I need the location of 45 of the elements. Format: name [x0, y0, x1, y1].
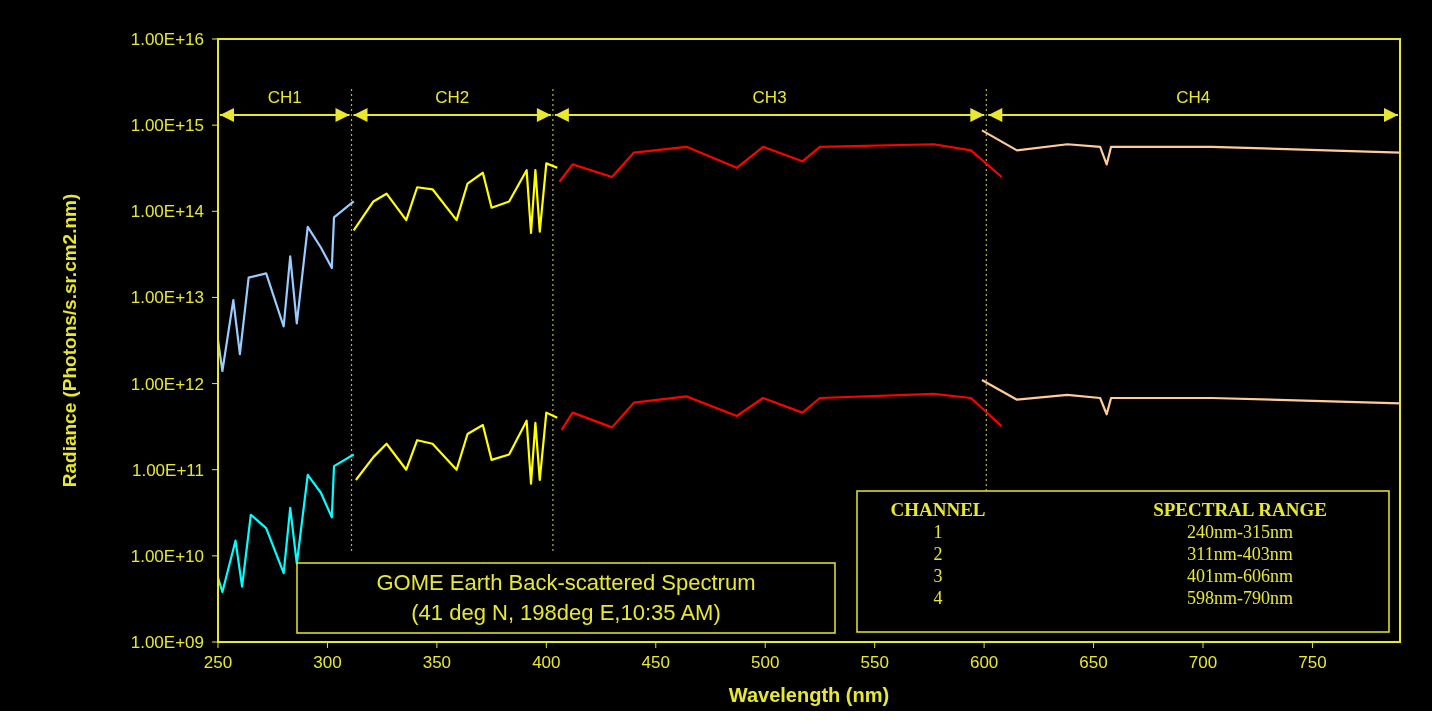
line-series	[980, 129, 1402, 166]
x-tick-label: 750	[1298, 653, 1327, 672]
x-tick-label: 400	[532, 653, 561, 672]
line-series	[354, 411, 559, 485]
x-tick-label: 250	[203, 653, 233, 672]
x-tick-label: 550	[860, 653, 889, 672]
line-series	[216, 200, 355, 373]
annotation: CH3	[752, 88, 787, 107]
y-tick-label: 1.00E+10	[130, 546, 204, 566]
annotation: CHANNEL	[890, 499, 986, 520]
x-tick-label: 650	[1079, 653, 1108, 672]
annotation: 401nm-606nm	[1187, 566, 1293, 586]
x-tick-label: 350	[422, 653, 452, 672]
annotation: 3	[933, 566, 943, 586]
annotation: 2	[933, 544, 943, 564]
annotation: CH2	[435, 88, 470, 107]
line-series	[980, 378, 1402, 416]
annotation: 311nm-403nm	[1187, 544, 1293, 564]
y-tick-label: 1.00E+13	[130, 288, 204, 308]
annotation: 240nm-315nm	[1187, 522, 1293, 542]
y-tick-label: 1.00E+16	[130, 29, 204, 49]
y-axis-title: Radiance (Photons/s.sr.cm2.nm)	[59, 193, 80, 488]
annotation: CH1	[267, 88, 302, 107]
annotation: 598nm-790nm	[1187, 588, 1293, 608]
y-tick-label: 1.00E+12	[130, 374, 204, 394]
x-axis-title: Wavelength (nm)	[728, 684, 890, 706]
annotation: 4	[933, 588, 943, 608]
annotation: 1	[933, 522, 943, 542]
annotation: CH4	[1176, 88, 1211, 107]
annotation: SPECTRAL RANGE	[1153, 499, 1327, 520]
annotation: (41 deg N, 198deg E,10:35 AM)	[411, 600, 721, 625]
y-tick-label: 1.00E+09	[130, 632, 204, 652]
x-tick-label: 500	[751, 653, 780, 672]
annotation: GOME Earth Back-scattered Spectrum	[376, 570, 756, 595]
line-series	[216, 453, 355, 594]
line-series	[352, 162, 559, 235]
y-tick-label: 1.00E+11	[131, 460, 204, 480]
x-tick-label: 300	[313, 653, 342, 672]
line-series	[560, 392, 1003, 431]
x-tick-label: 600	[969, 653, 999, 672]
y-tick-label: 1.00E+14	[130, 202, 204, 222]
line-series	[558, 143, 1003, 183]
x-tick-label: 700	[1188, 653, 1218, 672]
x-tick-label: 450	[641, 653, 670, 672]
y-tick-label: 1.00E+15	[130, 116, 204, 136]
